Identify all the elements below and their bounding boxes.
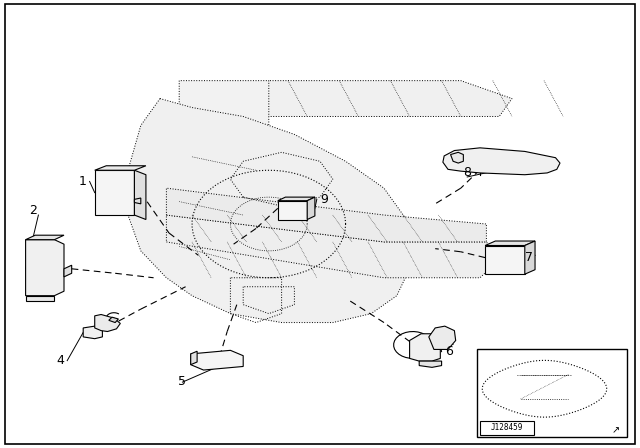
Polygon shape (179, 81, 269, 287)
Polygon shape (64, 265, 72, 277)
Polygon shape (256, 81, 512, 116)
Polygon shape (26, 235, 64, 240)
Polygon shape (109, 317, 118, 323)
Text: 5: 5 (179, 375, 186, 388)
Polygon shape (83, 326, 102, 339)
Polygon shape (278, 197, 315, 201)
Polygon shape (278, 201, 307, 220)
Polygon shape (95, 314, 120, 332)
Text: 7: 7 (525, 251, 532, 264)
Text: 8: 8 (463, 166, 471, 179)
Bar (480, 421, 534, 435)
Polygon shape (166, 215, 499, 278)
Polygon shape (128, 99, 410, 323)
Text: 1: 1 (79, 175, 86, 188)
Text: 9: 9 (320, 193, 328, 206)
Polygon shape (191, 350, 243, 370)
Polygon shape (134, 198, 141, 204)
Polygon shape (307, 197, 315, 220)
Text: ↗: ↗ (612, 425, 620, 435)
Polygon shape (26, 240, 64, 296)
Polygon shape (485, 241, 535, 246)
Polygon shape (443, 148, 560, 175)
Polygon shape (166, 188, 486, 242)
Text: 4: 4 (56, 354, 64, 367)
Polygon shape (485, 246, 525, 274)
Text: 6: 6 (445, 345, 452, 358)
Polygon shape (95, 170, 134, 215)
Polygon shape (419, 361, 442, 367)
Polygon shape (410, 334, 440, 361)
Polygon shape (451, 152, 463, 163)
Polygon shape (134, 170, 146, 220)
Bar (477, 349, 627, 437)
Polygon shape (26, 296, 54, 301)
Polygon shape (525, 241, 535, 274)
Polygon shape (429, 326, 456, 349)
Polygon shape (95, 166, 146, 170)
Polygon shape (191, 351, 197, 365)
Text: 2: 2 (29, 204, 36, 217)
Text: J128459: J128459 (491, 423, 524, 432)
